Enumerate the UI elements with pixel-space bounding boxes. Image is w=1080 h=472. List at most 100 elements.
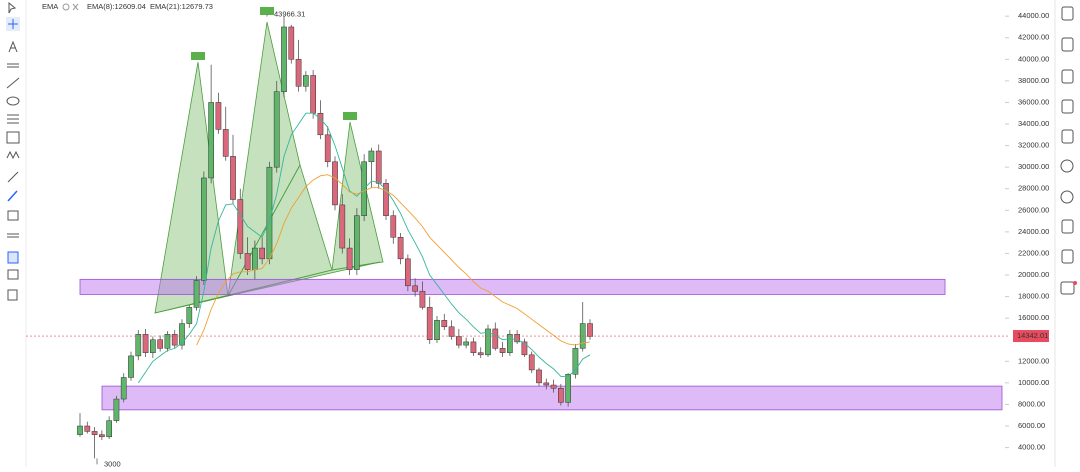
candle-body <box>84 425 91 432</box>
y-tick-label: 38000.00 <box>1018 76 1049 85</box>
candle-body <box>208 102 214 179</box>
y-tick-label: 22000.00 <box>1018 248 1049 257</box>
candle-body <box>346 247 353 270</box>
y-tick-label: 12000.00 <box>1018 356 1049 365</box>
candle-body <box>186 307 193 324</box>
candle-body <box>281 26 287 92</box>
candle-body <box>434 320 440 340</box>
measure-tool[interactable] <box>7 171 19 183</box>
candle-body <box>157 339 163 349</box>
lock-tool[interactable] <box>7 210 19 221</box>
magnet-tool[interactable] <box>7 251 19 264</box>
candle-body <box>252 247 258 270</box>
candle-body <box>477 352 484 356</box>
candle-body <box>142 334 149 353</box>
candle-body <box>426 307 433 340</box>
plot-area: 4000.00 6000.00 8000.00 10000.00 12000.00 160… <box>26 10 1049 468</box>
candle-body <box>397 237 404 260</box>
candle-body <box>288 26 295 60</box>
delete-tool[interactable] <box>7 289 18 301</box>
candle-body <box>572 348 579 375</box>
y-tick-label: 42000.00 <box>1018 33 1049 42</box>
alerts-button[interactable] <box>1061 37 1074 52</box>
candle-body <box>412 285 418 292</box>
text-tool[interactable] <box>8 40 18 53</box>
y-tick-label: 18000.00 <box>1018 292 1049 301</box>
candle-body <box>587 323 593 337</box>
candle-body <box>441 320 448 328</box>
candle-body <box>499 348 506 353</box>
ideas-button[interactable] <box>1060 190 1074 204</box>
data-button[interactable] <box>1061 99 1074 114</box>
candle-body <box>215 102 222 130</box>
candle-body <box>470 341 477 353</box>
candle-body <box>405 258 411 287</box>
y-tick-label: 10000.00 <box>1018 378 1049 387</box>
candle-body <box>565 373 571 403</box>
pro-button[interactable] <box>1060 281 1075 295</box>
y-tick-label: 26000.00 <box>1018 205 1049 214</box>
ema-line <box>196 174 591 346</box>
candle-body <box>419 290 426 308</box>
candle-body <box>113 398 120 421</box>
remove-icon[interactable] <box>72 3 79 11</box>
candle-body <box>536 369 542 384</box>
y-tick-label: 40000.00 <box>1018 54 1049 63</box>
brush-tool[interactable] <box>7 190 18 202</box>
y-tick-label: 16000.00 <box>1018 313 1049 322</box>
candle-body <box>135 334 142 357</box>
pattern-tool[interactable] <box>7 63 19 68</box>
ruler-tool[interactable] <box>7 233 19 238</box>
y-tick-label: 34000.00 <box>1018 119 1049 128</box>
candle-body <box>528 354 535 371</box>
candle-body <box>295 59 302 87</box>
candle-body <box>310 75 316 114</box>
hotlist-button[interactable] <box>1061 249 1074 264</box>
candle-body <box>150 339 156 353</box>
candle-body <box>390 215 397 238</box>
indicator-name: EMA <box>42 2 58 11</box>
candle-body <box>324 134 331 163</box>
y-tick-label: 28000.00 <box>1018 184 1049 193</box>
candle-body <box>244 253 251 270</box>
candle-body <box>456 336 462 346</box>
visibility-tool[interactable] <box>7 269 19 280</box>
candle-body <box>514 334 520 343</box>
candle-body <box>463 341 469 346</box>
news-button[interactable] <box>1061 69 1074 84</box>
wave-tool[interactable] <box>6 150 20 160</box>
settings-icon[interactable] <box>62 3 70 11</box>
calendar-button[interactable] <box>1061 129 1074 144</box>
candle-body <box>77 425 83 435</box>
cursor-tool[interactable] <box>8 1 17 14</box>
candle-body <box>354 215 360 270</box>
calc-button[interactable] <box>1061 219 1074 234</box>
annotation-label: 43966.31 <box>274 10 305 19</box>
candle-body <box>543 382 550 386</box>
candle-body <box>448 326 455 337</box>
candle-body <box>368 150 375 163</box>
fib-tool[interactable] <box>7 114 19 124</box>
ema-line <box>137 112 591 384</box>
candle-body <box>259 247 265 260</box>
candle-body <box>273 91 280 168</box>
candle-body <box>521 341 528 356</box>
y-tick-label: 30000.00 <box>1018 162 1049 171</box>
watchlist-button[interactable] <box>1061 6 1074 21</box>
right-sidebar <box>1054 0 1077 467</box>
clock-button[interactable] <box>1060 159 1074 173</box>
trend-tool[interactable] <box>6 77 20 89</box>
candle-body <box>485 328 491 356</box>
last-price-box <box>1013 330 1049 343</box>
candle-body <box>550 384 557 389</box>
gann-tool[interactable] <box>6 131 20 144</box>
zone <box>101 385 1003 411</box>
y-tick-label: 6000.00 <box>1018 421 1045 430</box>
candle-body <box>339 204 346 249</box>
shape-tool[interactable] <box>6 96 20 106</box>
candle-body <box>558 388 564 403</box>
candle-body <box>332 161 338 206</box>
candle-body <box>317 112 324 136</box>
candle-body <box>375 150 382 184</box>
